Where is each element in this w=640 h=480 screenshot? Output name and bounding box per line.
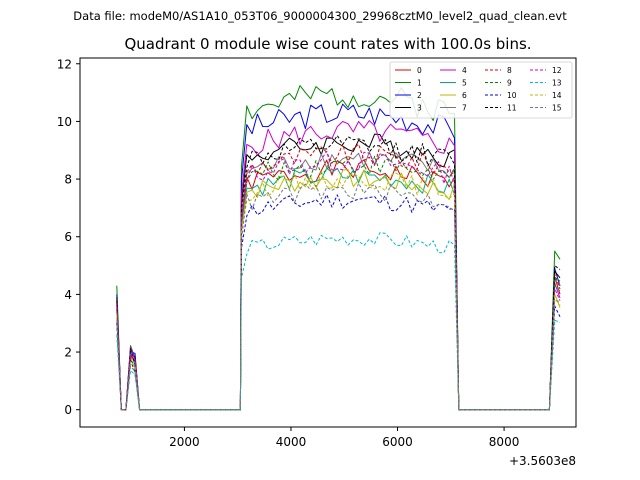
x-offset-label: +3.5603e8: [509, 454, 576, 468]
legend-box: [389, 61, 573, 119]
series-line-6: [116, 169, 561, 411]
series-line-3: [116, 133, 561, 411]
plot-title: Quadrant 0 module wise count rates with …: [124, 35, 531, 53]
legend-label-3: 3: [417, 103, 422, 112]
legend-label-10: 10: [507, 91, 517, 100]
y-tick-label: 8: [64, 173, 72, 187]
legend-label-1: 1: [417, 78, 422, 87]
series-line-7: [116, 151, 561, 411]
y-tick-label: 10: [57, 115, 72, 129]
y-tick-label: 12: [57, 57, 72, 71]
series-line-10: [116, 194, 561, 411]
series-line-11: [116, 135, 561, 411]
series-line-13: [116, 232, 561, 411]
legend-label-6: 6: [462, 91, 467, 100]
legend-label-8: 8: [507, 66, 512, 75]
legend-label-14: 14: [552, 91, 562, 100]
series-line-2: [116, 103, 561, 411]
x-tick-label: 4000: [276, 435, 307, 449]
y-tick-label: 6: [64, 230, 72, 244]
series-line-1: [116, 85, 561, 411]
series-line-14: [116, 170, 561, 411]
legend-label-11: 11: [507, 103, 517, 112]
series-line-4: [116, 120, 561, 411]
legend-label-12: 12: [552, 66, 562, 75]
series-line-5: [116, 167, 561, 411]
figure-suptitle: Data file: modeM0/AS1A10_053T06_90000043…: [73, 9, 567, 23]
plot-frame: [79, 57, 577, 428]
series-line-9: [116, 155, 561, 411]
series-layer: [116, 85, 561, 411]
x-tick-label: 8000: [489, 435, 520, 449]
x-tick-label: 2000: [169, 435, 200, 449]
legend-label-5: 5: [462, 78, 467, 87]
legend-label-4: 4: [462, 66, 467, 75]
y-tick-label: 2: [64, 346, 72, 360]
legend-label-9: 9: [507, 78, 512, 87]
series-line-0: [116, 159, 561, 411]
y-tick-label: 4: [64, 288, 72, 302]
legend-label-15: 15: [552, 103, 562, 112]
x-tick-label: 6000: [382, 435, 413, 449]
series-line-12: [116, 150, 561, 411]
series-line-15: [116, 182, 561, 411]
legend-label-2: 2: [417, 91, 422, 100]
legend-label-0: 0: [417, 66, 422, 75]
y-tick-label: 0: [64, 403, 72, 417]
legend-label-13: 13: [552, 78, 562, 87]
legend-label-7: 7: [462, 103, 467, 112]
